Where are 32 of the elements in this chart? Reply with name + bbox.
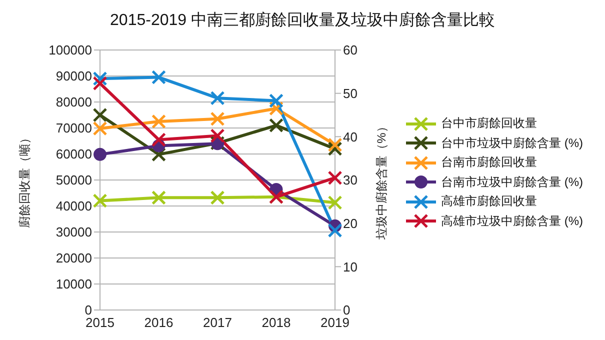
- legend-label: 台中市垃圾中廚餘含量 (%): [441, 134, 583, 152]
- y-tick-label: 30000: [56, 224, 92, 240]
- x-tick-label: 2018: [262, 315, 291, 330]
- y-tick-label: 0: [84, 302, 92, 318]
- legend-label: 台南市廚餘回收量: [441, 154, 537, 171]
- y-tick-label: 50000: [56, 172, 92, 188]
- y-tick-label: 100000: [48, 42, 92, 58]
- legend-label: 台中市廚餘回收量: [441, 115, 537, 132]
- y-tick-label: 40000: [56, 198, 92, 214]
- legend-label: 高雄市廚餘回收量: [441, 193, 537, 210]
- y-tick-label: 90000: [56, 68, 92, 84]
- y2-tick-label: 30: [343, 172, 358, 188]
- y-tick-label: 80000: [56, 94, 92, 110]
- y-tick-label: 60000: [56, 146, 92, 162]
- x-tick-label: 2017: [203, 315, 232, 330]
- y2-tick-label: 50: [343, 86, 358, 101]
- y2-tick-label: 20: [343, 216, 358, 231]
- x-tick-label: 2019: [320, 315, 350, 330]
- x-tick-label: 2016: [144, 315, 174, 330]
- x-tick-label: 2015: [86, 315, 114, 330]
- y-tick-label: 20000: [56, 250, 92, 266]
- y-tick-label: 10000: [56, 276, 92, 292]
- y-tick-label: 70000: [56, 120, 92, 136]
- legend-label: 高雄市垃圾中廚餘含量 (%): [441, 212, 583, 230]
- legend-label: 台南市垃圾中廚餘含量 (%): [441, 174, 583, 190]
- y-axis-title: 廚餘回收量（噸）: [17, 132, 32, 228]
- y2-tick-label: 10: [343, 259, 358, 274]
- y2-tick-label: 0: [343, 302, 350, 318]
- chart-title: 2015-2019 中南三都廚餘回收量及垃圾中廚餘含量比較: [109, 10, 496, 31]
- y2-tick-label: 40: [343, 129, 358, 144]
- y2-axis-title: 垃圾中廚餘含量（%）: [374, 120, 388, 240]
- y2-tick-label: 60: [343, 42, 358, 58]
